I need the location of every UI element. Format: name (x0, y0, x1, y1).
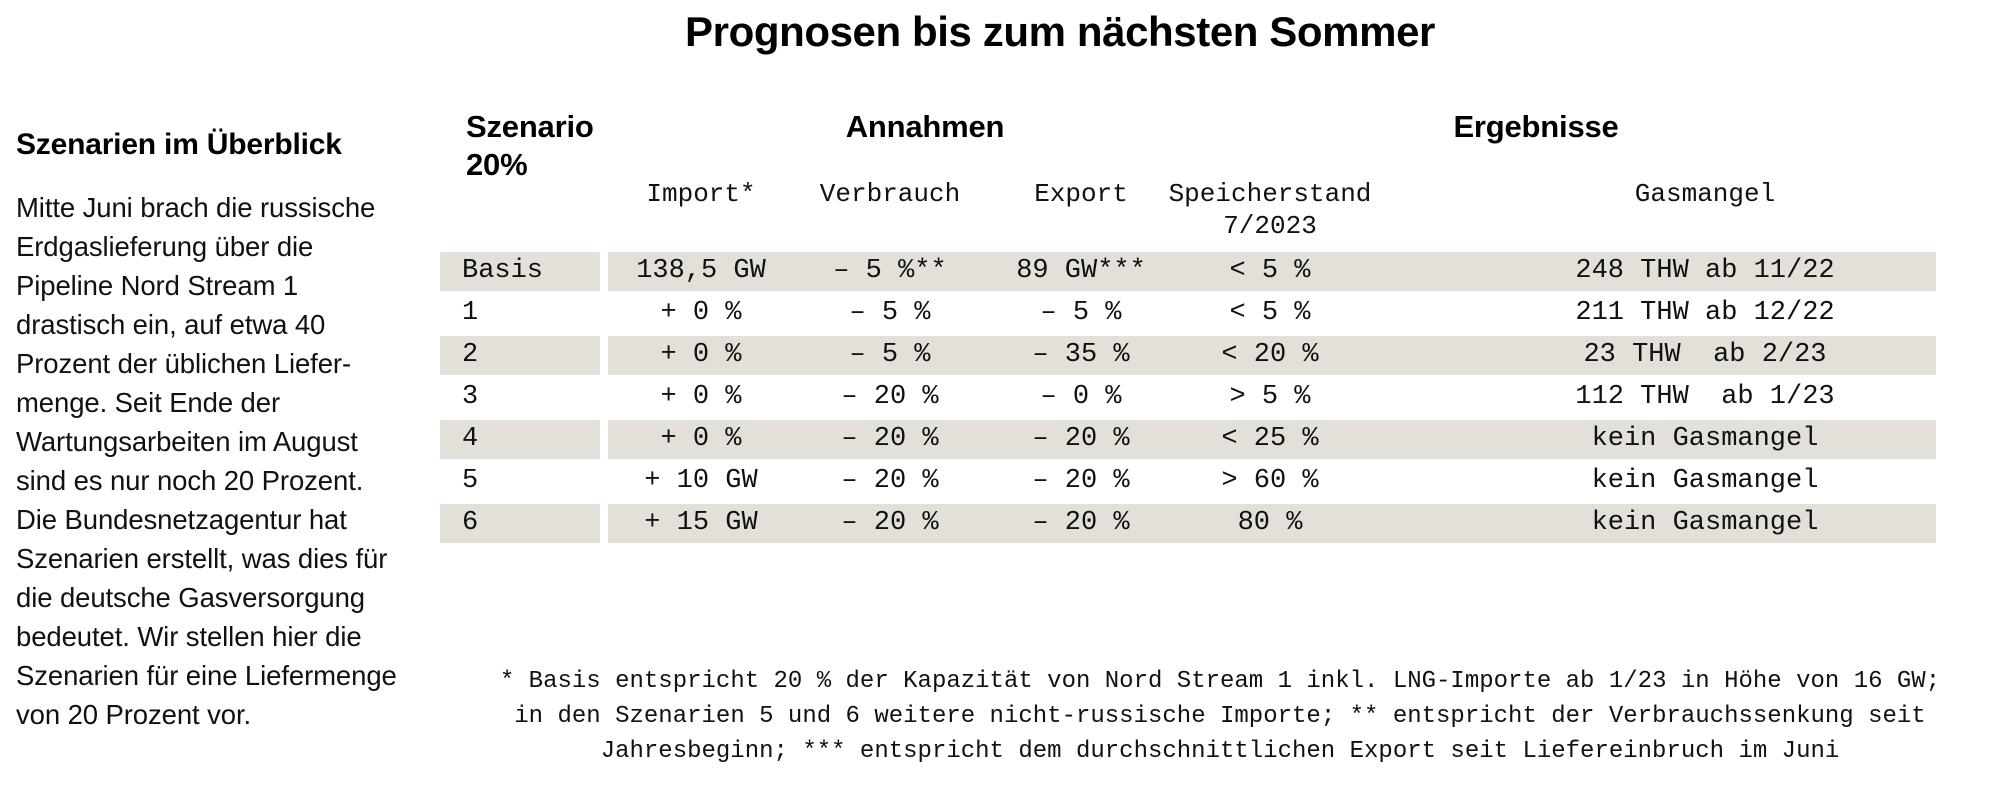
cell-import: + 0 % (660, 382, 742, 412)
cell-gasmangel: 23 THW ab 2/23 (1583, 340, 1827, 370)
column-header-gasmangel: Gasmangel (1634, 179, 1776, 209)
row-band (1076, 504, 1936, 543)
cell-scenario: 2 (462, 340, 479, 370)
table-column-headers: Import* Verbrauch Export Speicherstand 7… (440, 178, 2000, 244)
cell-speicherstand: 80 % (1237, 508, 1303, 538)
cell-gasmangel: kein Gasmangel (1591, 424, 1819, 454)
cell-export: – 20 % (1032, 424, 1130, 454)
cell-scenario: 5 (462, 466, 479, 496)
cell-export: – 35 % (1032, 340, 1130, 370)
table-footnote: * Basis entspricht 20 % der Kapazität vo… (499, 668, 1941, 765)
cell-import: + 0 % (660, 340, 742, 370)
cell-import: + 0 % (660, 424, 742, 454)
row-band (440, 504, 600, 543)
cell-gasmangel: 112 THW ab 1/23 (1575, 382, 1835, 412)
row-band (1076, 252, 1936, 291)
table-row: 3 + 0 % – 20 % – 0 % > 5 % 112 THW ab 1/23 (440, 378, 2000, 417)
row-band (440, 336, 600, 375)
cell-verbrauch: – 20 % (841, 382, 939, 412)
cell-import: + 0 % (660, 298, 742, 328)
group-header-results: Ergebnisse (1453, 109, 1619, 144)
row-band (440, 252, 600, 291)
cell-gasmangel: kein Gasmangel (1591, 508, 1819, 538)
cell-verbrauch: – 5 % (849, 298, 931, 328)
group-header-assumptions: Annahmen (845, 109, 1005, 144)
cell-import: + 15 GW (644, 508, 758, 538)
overview-body-text: Mitte Juni brach die russische Erdgaslie… (16, 192, 397, 730)
table-row: Basis 138,5 GW – 5 %** 89 GW*** < 5 % 248 THW… (440, 252, 2000, 291)
cell-import: 138,5 GW (636, 256, 766, 286)
cell-import: + 10 GW (644, 466, 758, 496)
cell-export: 89 GW*** (1016, 256, 1146, 286)
overview-heading: Szenarien im Überblick (16, 128, 342, 161)
column-header-verbrauch: Verbrauch (819, 179, 961, 209)
cell-export: – 20 % (1032, 466, 1130, 496)
row-band (440, 420, 600, 459)
cell-speicherstand: < 5 % (1229, 298, 1311, 328)
row-band (1076, 420, 1936, 459)
cell-gasmangel: 211 THW ab 12/22 (1575, 298, 1835, 328)
cell-export: – 5 % (1040, 298, 1122, 328)
cell-scenario: 6 (462, 508, 479, 538)
cell-speicherstand: < 5 % (1229, 256, 1311, 286)
column-header-speicherstand: Speicherstand 7/2023 (1168, 179, 1372, 241)
cell-export: – 20 % (1032, 508, 1130, 538)
cell-speicherstand: < 25 % (1221, 424, 1319, 454)
table-row: 2 + 0 % – 5 % – 35 % < 20 % 23 THW ab 2/23 (440, 336, 2000, 375)
cell-scenario: 1 (462, 298, 479, 328)
table-row: 4 + 0 % – 20 % – 20 % < 25 % kein Gasmangel (440, 420, 2000, 459)
cell-scenario: 3 (462, 382, 479, 412)
cell-verbrauch: – 20 % (841, 466, 939, 496)
cell-verbrauch: – 20 % (841, 424, 939, 454)
overview-column: Szenarien im Überblick Mitte Juni brach … (16, 128, 426, 734)
cell-scenario: Basis (462, 256, 544, 286)
cell-verbrauch: – 5 %** (833, 256, 947, 286)
cell-verbrauch: – 20 % (841, 508, 939, 538)
cell-speicherstand: > 60 % (1221, 466, 1319, 496)
table-row: 5 + 10 GW – 20 % – 20 % > 60 % kein Gasmangel (440, 462, 2000, 501)
cell-speicherstand: > 5 % (1229, 382, 1311, 412)
group-header-scenario: Szenario 20% (466, 109, 594, 182)
table-row: 6 + 15 GW – 20 % – 20 % 80 % kein Gasmangel (440, 504, 2000, 543)
cell-gasmangel: kein Gasmangel (1591, 466, 1819, 496)
cell-export: – 0 % (1040, 382, 1122, 412)
column-header-export: Export (1034, 179, 1128, 209)
row-band (1076, 336, 1936, 375)
scenario-table: Szenario 20% Annahmen Ergebnisse Import*… (440, 100, 2000, 546)
page-title: Prognosen bis zum nächsten Sommer (685, 8, 1435, 55)
table-body: Basis 138,5 GW – 5 %** 89 GW*** < 5 % 248 THW… (440, 252, 2000, 543)
column-header-import: Import* (646, 179, 756, 209)
table-row: 1 + 0 % – 5 % – 5 % < 5 % 211 THW ab 12/22 (440, 294, 2000, 333)
cell-scenario: 4 (462, 424, 479, 454)
cell-speicherstand: < 20 % (1221, 340, 1319, 370)
cell-verbrauch: – 5 % (849, 340, 931, 370)
table-group-headers: Szenario 20% Annahmen Ergebnisse (440, 100, 2000, 182)
cell-gasmangel: 248 THW ab 11/22 (1575, 256, 1835, 286)
